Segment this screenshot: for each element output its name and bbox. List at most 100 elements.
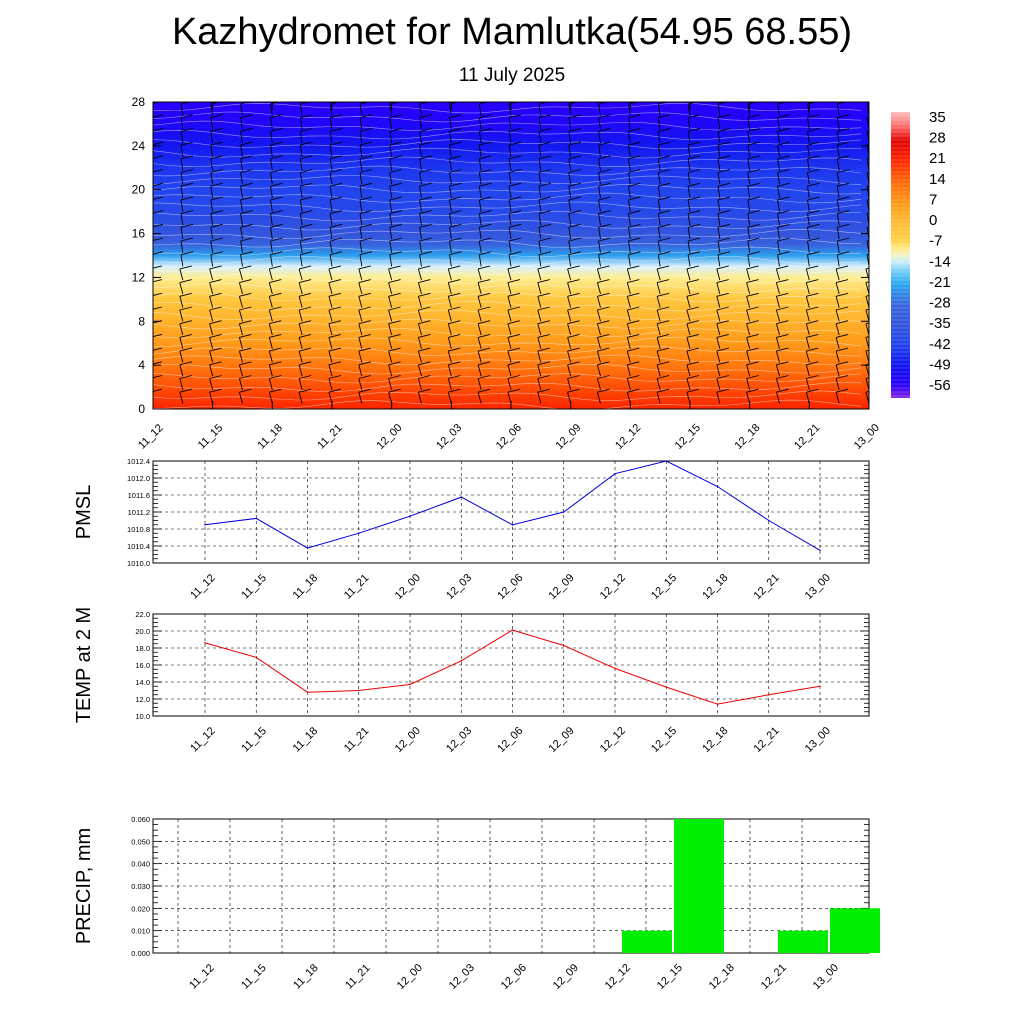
y-tick-label: 0.050	[131, 837, 150, 846]
wind-barb	[329, 117, 333, 130]
wind-barb-flag	[180, 127, 194, 132]
contour-line	[153, 363, 862, 375]
wind-barb	[775, 350, 780, 363]
y-tick-label: 1012.4	[127, 457, 150, 466]
wind-barb	[598, 186, 601, 199]
x-tick-label: 12_18	[700, 725, 730, 755]
wind-barb	[270, 145, 273, 157]
wind-barb	[238, 323, 243, 336]
wind-barb	[268, 392, 273, 404]
wind-barb-flag	[687, 114, 701, 119]
wind-barb-flag	[716, 320, 729, 325]
wind-barb	[388, 364, 393, 377]
wind-barb	[507, 378, 512, 390]
x-tick-label: 13_00	[852, 422, 882, 452]
wind-barb-flag	[449, 251, 462, 256]
wind-barb-flag	[180, 114, 194, 119]
y-tick-label: 10.0	[135, 712, 150, 721]
wind-barb	[270, 117, 273, 130]
wind-barb	[299, 158, 303, 171]
wind-barb-flag	[270, 251, 283, 256]
wind-barb-flag	[776, 361, 789, 366]
wind-barb-flag	[807, 169, 820, 173]
wind-barb	[180, 199, 184, 212]
wind-barb-flag	[448, 320, 461, 325]
x-tick-label: 11_21	[315, 422, 345, 452]
wind-barb-flag	[598, 141, 611, 146]
wind-barb	[656, 364, 661, 377]
wind-barb	[209, 268, 214, 281]
wind-barb	[389, 186, 393, 199]
wind-barb-flag	[627, 347, 640, 352]
wind-barb	[568, 199, 572, 212]
wind-barb	[836, 158, 840, 171]
wind-barb	[478, 227, 482, 240]
y-tick-label: 1010.8	[127, 525, 150, 534]
wind-barb	[687, 240, 691, 253]
wind-barb	[507, 323, 512, 336]
wind-barb	[507, 309, 512, 322]
wind-barb	[746, 364, 751, 377]
series-point	[614, 472, 616, 475]
wind-barb-flag	[448, 388, 461, 393]
wind-barb	[477, 296, 482, 308]
wind-barb	[865, 337, 869, 349]
wind-barb	[717, 186, 721, 199]
wind-barb	[746, 392, 751, 404]
grid	[153, 460, 869, 564]
wind-barb-flag	[210, 196, 223, 201]
wind-barb-flag	[597, 388, 610, 393]
wind-barb-flag	[567, 347, 580, 352]
colorbar-label: -56	[929, 377, 951, 394]
y-tick-label: 16.0	[135, 661, 150, 670]
wind-barb	[270, 158, 273, 171]
wind-barb	[240, 103, 243, 116]
wind-barb-flag	[656, 320, 670, 325]
wind-barb	[238, 337, 243, 349]
wind-barb-flag	[806, 388, 819, 393]
wind-barb	[835, 268, 840, 281]
x-tick-label: 12_03	[447, 962, 477, 992]
wind-barb	[180, 186, 184, 199]
wind-barb	[210, 240, 214, 253]
wind-barb-flag	[179, 320, 192, 325]
wind-barb-flag	[389, 127, 402, 132]
wind-barb-flag	[807, 127, 820, 132]
wind-barb-flag	[806, 333, 819, 338]
wind-barb	[775, 337, 780, 349]
wind-barb	[389, 117, 393, 130]
wind-barb-flag	[807, 155, 820, 160]
wind-barb-flag	[777, 155, 790, 160]
wind-barb-flag	[628, 210, 641, 215]
wind-barb-flag	[716, 347, 729, 352]
wind-barb-flag	[359, 196, 373, 201]
wind-barb	[598, 240, 601, 253]
wind-barb	[179, 282, 184, 294]
wind-barb-flag	[687, 210, 701, 215]
wind-barb	[210, 131, 214, 144]
wind-barb-flag	[358, 333, 371, 338]
wind-barb	[568, 213, 572, 226]
wind-barb-flag	[627, 306, 640, 311]
wind-barb-flag	[567, 265, 580, 270]
wind-barb-flag	[388, 320, 401, 325]
wind-barb	[209, 364, 214, 377]
wind-barb	[209, 350, 214, 363]
wind-barb-flag	[329, 155, 343, 160]
wind-barb	[358, 364, 363, 377]
wind-barb	[179, 309, 184, 322]
wind-barb-flag	[179, 333, 192, 338]
wind-barb	[180, 158, 184, 171]
wind-barb-flag	[153, 347, 163, 351]
wind-barb-flag	[477, 388, 491, 393]
wind-barb-flag	[270, 114, 283, 119]
wind-barb-flag	[180, 210, 194, 215]
wind-barb-flag	[717, 127, 731, 132]
wind-barb-flag	[567, 375, 580, 379]
wind-barb	[358, 350, 363, 363]
wind-barb-flag	[388, 292, 401, 297]
y-tick-label: 18.0	[135, 644, 150, 653]
wind-barb	[598, 158, 601, 171]
wind-barb-flag	[656, 279, 670, 284]
wind-barb-flag	[686, 347, 700, 352]
